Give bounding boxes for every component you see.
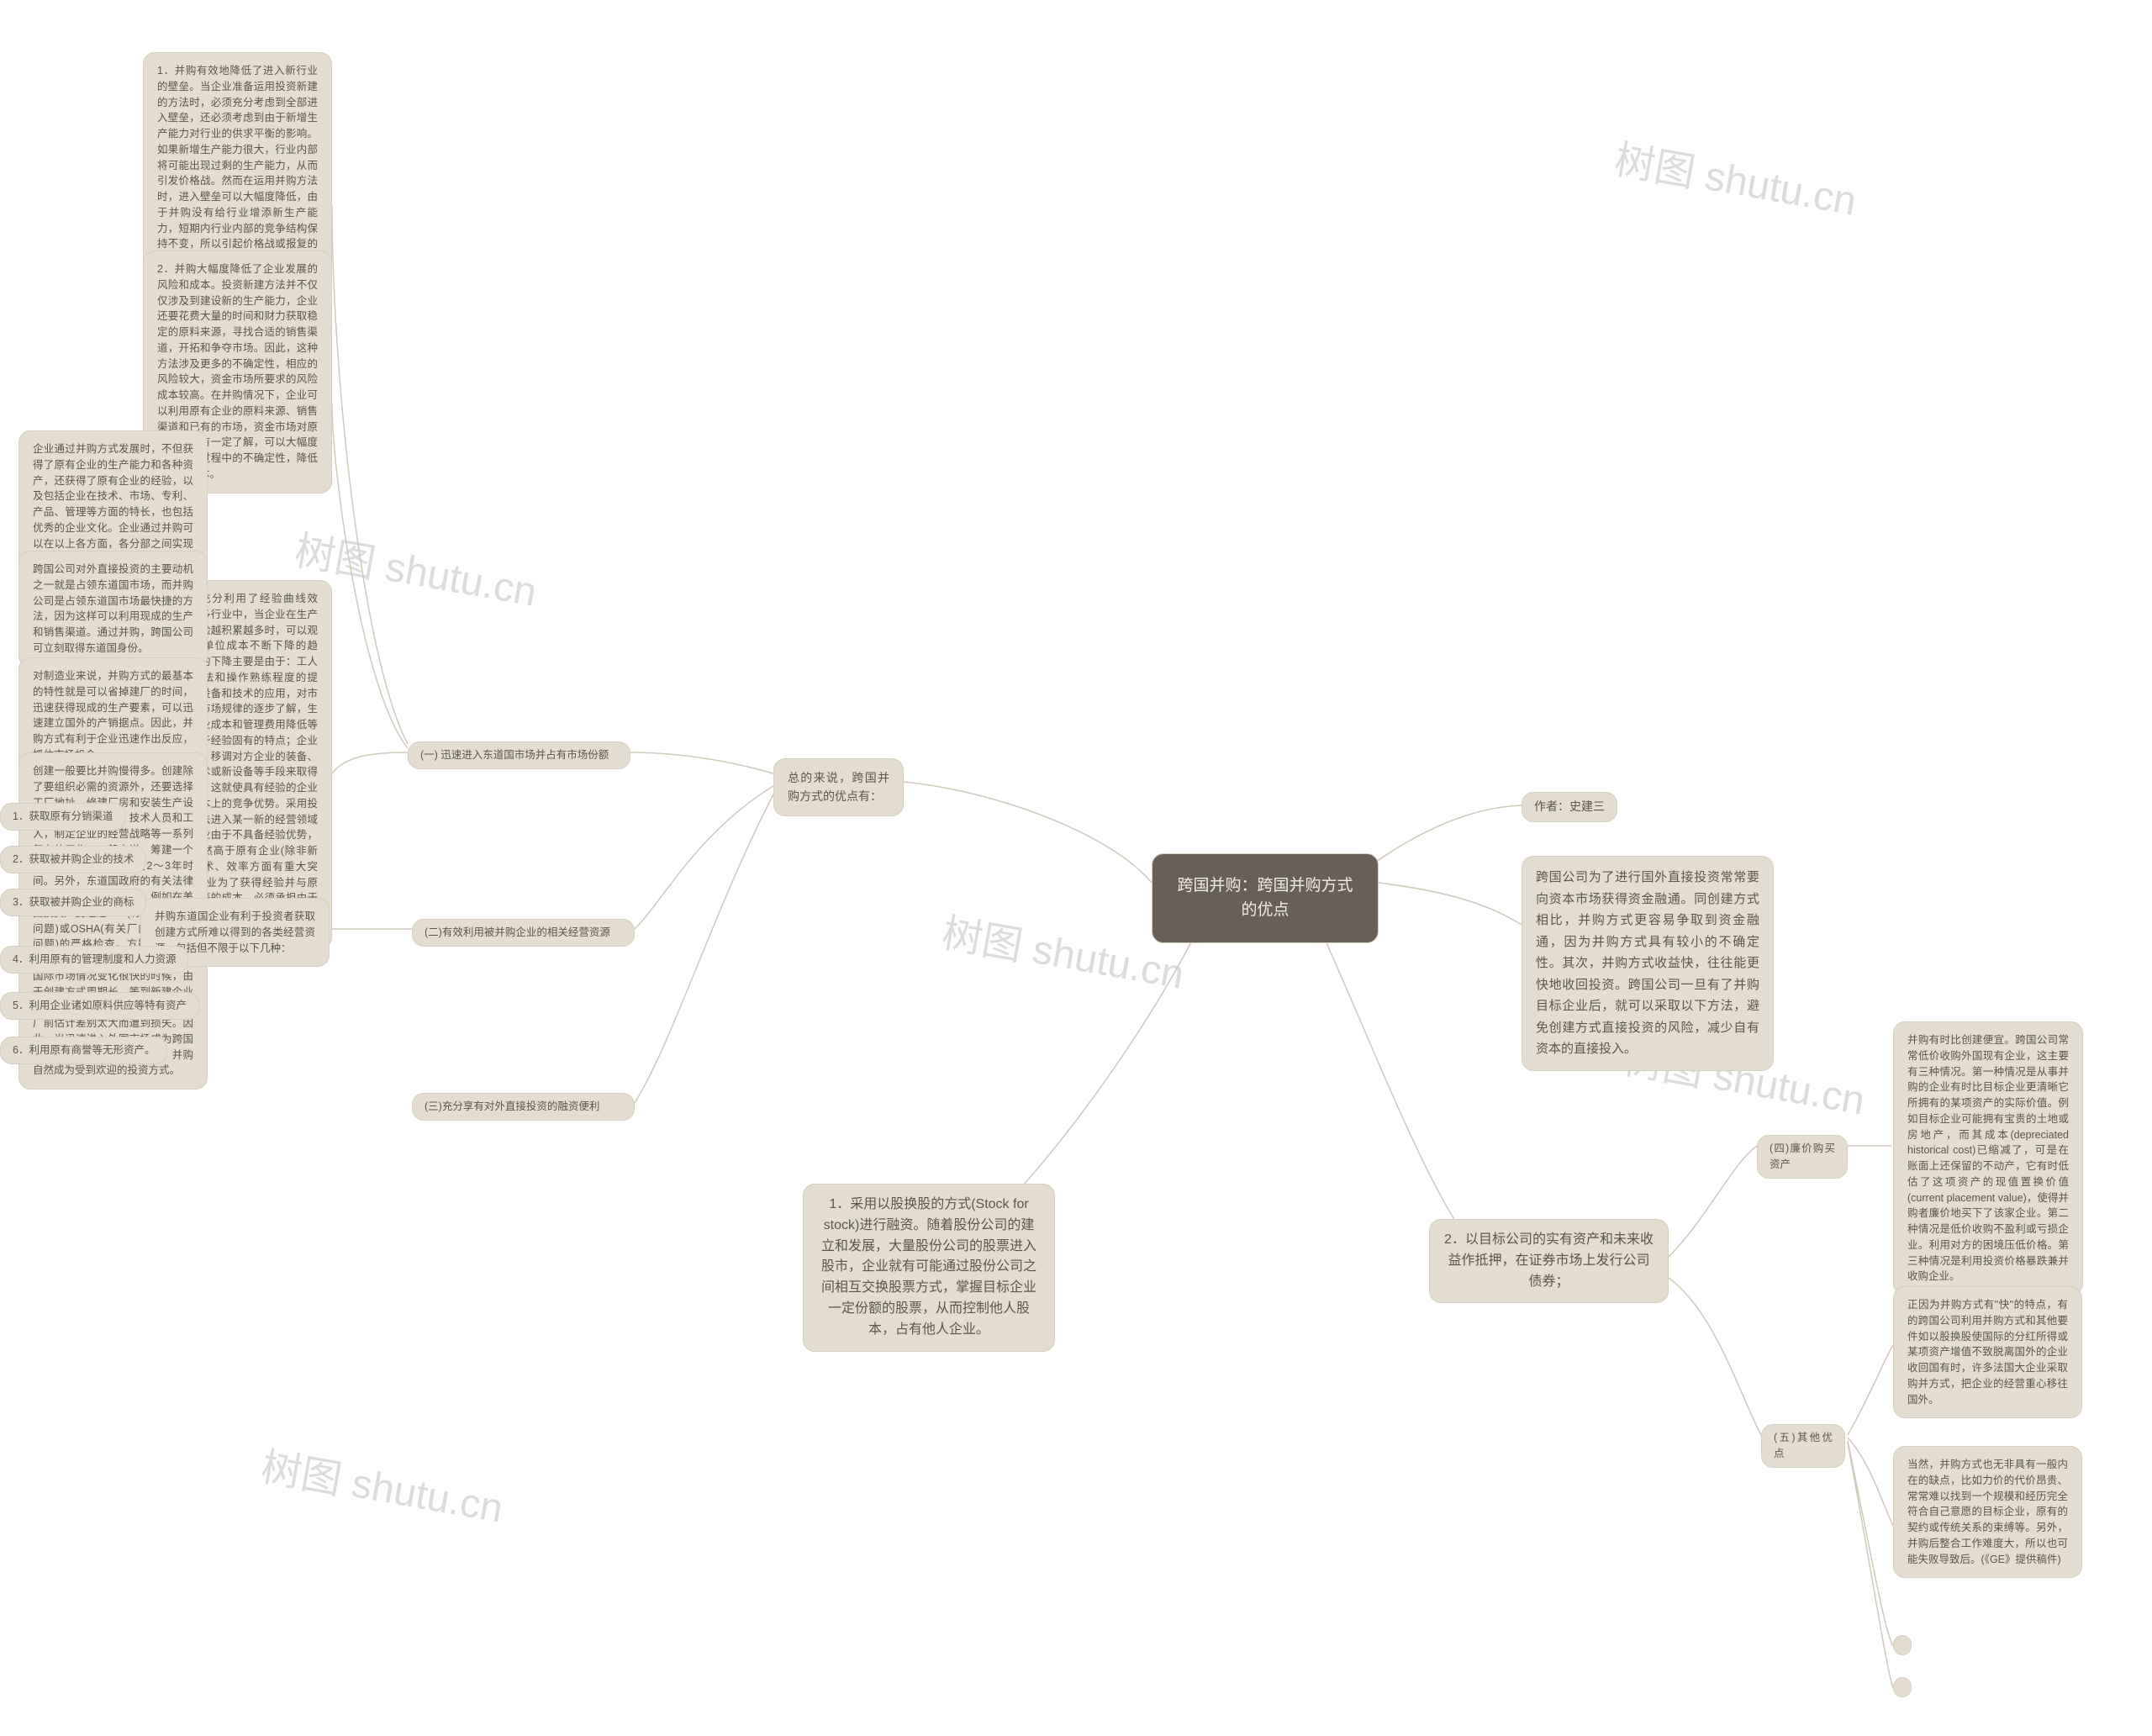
a2-head[interactable]: (二)有效利用被并购企业的相关经营资源	[412, 919, 635, 947]
watermark: 树图 shutu.cn	[257, 1433, 509, 1533]
a1-side-2[interactable]: 跨国公司对外直接投资的主要动机之一就是占领东道国市场，而并购公司是占领东道国市场…	[18, 551, 208, 667]
a5-head[interactable]: (五)其他优点	[1761, 1424, 1845, 1468]
a1-1[interactable]: 1．并购有效地降低了进入新行业的壁垒。当企业准备运用投资新建的方法时，必须充分考…	[143, 52, 332, 279]
a2-item-3[interactable]: 3．获取被并购企业的商标	[0, 889, 146, 916]
a2-item-4[interactable]: 4．利用原有的管理制度和人力资源	[0, 946, 188, 974]
a2-item-2[interactable]: 2．获取被并购企业的技术	[0, 846, 146, 873]
a4-detail[interactable]: 并购有时比创建便宜。跨国公司常常低价收购外国现有企业，这主要有三种情况。第一种情…	[1893, 1021, 2083, 1295]
watermark: 树图 shutu.cn	[1611, 126, 1862, 226]
mindmap-canvas: 树图 shutu.cn 树图 shutu.cn 树图 shutu.cn 树图 s…	[0, 0, 2152, 1736]
a3-head[interactable]: (三)充分享有对外直接投资的融资便利	[412, 1093, 635, 1121]
a2-item-1[interactable]: 1．获取原有分销渠道	[0, 803, 125, 831]
a4-head[interactable]: (四)廉价购买资产	[1757, 1135, 1848, 1179]
a1-head[interactable]: (一) 迅速进入东道国市场并占有市场份额	[408, 741, 630, 769]
empty-stub-2[interactable]	[1893, 1677, 1912, 1697]
summary-head[interactable]: 总的来说，跨国并购方式的优点有：	[773, 758, 904, 816]
fin-2-node[interactable]: 2．以目标公司的实有资产和未来收益作抵押，在证券市场上发行公司债券；	[1429, 1219, 1669, 1303]
a5-2[interactable]: 当然，并购方式也无非具有一般内在的缺点，比如力价的代价昂贵、常常难以找到一个规模…	[1893, 1446, 2082, 1578]
a2-item-5[interactable]: 5．利用企业诸如原料供应等特有资产	[0, 992, 199, 1020]
intro-node[interactable]: 跨国公司为了进行国外直接投资常常要向资本市场获得资金融通。同创建方式相比，并购方…	[1522, 856, 1774, 1071]
fin-1-node[interactable]: 1．采用以股换股的方式(Stock for stock)进行融资。随着股份公司的…	[803, 1184, 1055, 1352]
a2-item-6[interactable]: 6．利用原有商誉等无形资产。	[0, 1037, 167, 1064]
empty-stub-1[interactable]	[1893, 1635, 1912, 1655]
author-node[interactable]: 作者：史建三	[1522, 792, 1617, 822]
a5-1[interactable]: 正因为并购方式有"快"的特点，有的跨国公司利用并购方式和其他要件如以股换股使国际…	[1893, 1286, 2082, 1418]
center-node[interactable]: 跨国并购：跨国并购方式的优点	[1152, 853, 1379, 943]
